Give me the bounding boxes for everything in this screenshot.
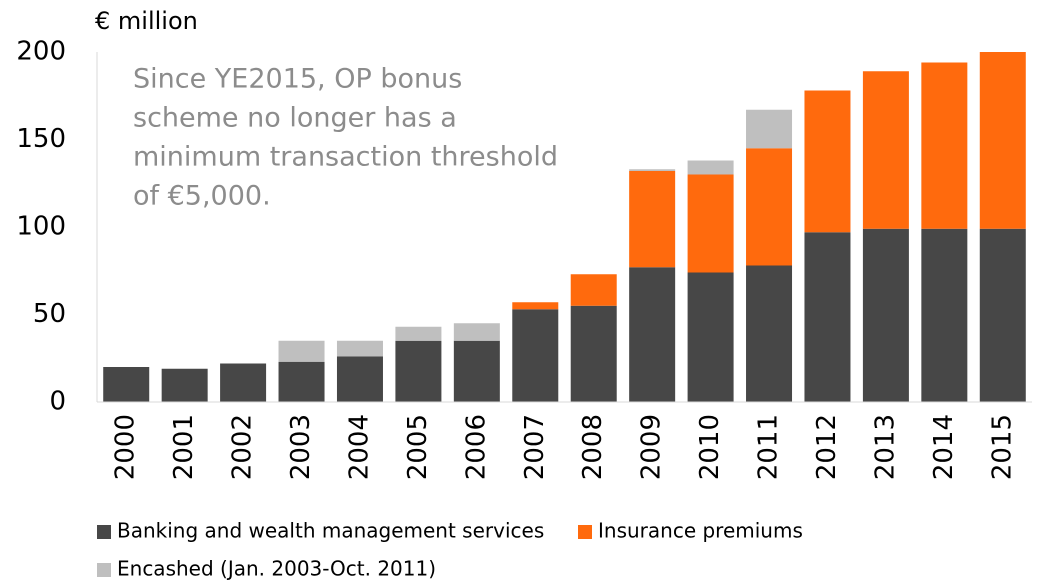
bar-segment xyxy=(687,272,734,402)
x-tick-label: 2014 xyxy=(929,414,959,480)
y-tick-label: 100 xyxy=(16,212,66,242)
legend-label: Insurance premiums xyxy=(598,519,803,543)
bar-segment xyxy=(220,363,267,402)
x-tick-label: 2007 xyxy=(520,414,550,480)
annotation: Since YE2015, OP bonus xyxy=(133,64,462,95)
bar-segment xyxy=(395,326,442,341)
bar-segment xyxy=(804,90,851,233)
bar-segment xyxy=(629,267,676,402)
x-tick-label: 2006 xyxy=(461,414,491,480)
y-axis-label: € million xyxy=(95,7,198,35)
annotation: scheme no longer has a xyxy=(133,103,457,134)
x-tick-label: 2010 xyxy=(695,414,725,480)
bar-segment xyxy=(395,340,442,402)
bar-segment xyxy=(278,361,325,402)
bar-segment xyxy=(629,169,676,171)
bar-segment xyxy=(862,71,909,229)
bar-segment xyxy=(979,52,1026,229)
y-tick-label: 150 xyxy=(16,124,66,154)
bar-segment xyxy=(103,367,150,402)
bar-segment xyxy=(570,305,617,402)
legend-swatch xyxy=(97,525,111,539)
bar-segment xyxy=(336,356,383,402)
y-tick-label: 0 xyxy=(49,387,66,417)
bar-segment xyxy=(278,340,325,362)
x-tick-label: 2005 xyxy=(403,414,433,480)
bar-segment xyxy=(746,109,793,149)
bar-segment xyxy=(336,340,383,357)
legend-swatch xyxy=(578,525,592,539)
bar-segment xyxy=(804,232,851,402)
y-tick-label: 50 xyxy=(33,299,66,329)
bar-segment xyxy=(746,265,793,402)
bar-segment xyxy=(862,228,909,402)
bar-segment xyxy=(570,274,617,306)
bar-segment xyxy=(921,228,968,402)
bar-segment xyxy=(453,323,500,341)
x-tick-label: 2012 xyxy=(812,414,842,480)
x-tick-label: 2011 xyxy=(754,414,784,480)
x-tick-label: 2001 xyxy=(169,414,199,480)
x-tick-label: 2008 xyxy=(578,414,608,480)
bar-segment xyxy=(979,228,1026,402)
x-tick-label: 2000 xyxy=(111,414,141,480)
legend-label: Banking and wealth management services xyxy=(117,519,544,543)
legend-swatch xyxy=(97,563,111,577)
x-tick-label: 2015 xyxy=(987,414,1017,480)
bar-segment xyxy=(161,368,208,402)
annotation: of €5,000. xyxy=(133,181,271,212)
x-tick-label: 2003 xyxy=(286,414,316,480)
bar-segment xyxy=(687,160,734,175)
bar-segment xyxy=(687,174,734,273)
bar-segment xyxy=(512,302,559,310)
annotation: minimum transaction threshold xyxy=(133,142,558,173)
x-tick-label: 2009 xyxy=(637,414,667,480)
legend-label: Encashed (Jan. 2003-Oct. 2011) xyxy=(117,557,436,581)
x-tick-label: 2013 xyxy=(870,414,900,480)
bar-segment xyxy=(512,309,559,402)
bar-segment xyxy=(629,171,676,268)
bar-segment xyxy=(453,340,500,402)
x-tick-label: 2004 xyxy=(344,414,374,480)
x-tick-label: 2002 xyxy=(228,414,258,480)
bar-segment xyxy=(746,148,793,266)
bar-segment xyxy=(921,62,968,229)
y-tick-label: 200 xyxy=(16,37,66,67)
